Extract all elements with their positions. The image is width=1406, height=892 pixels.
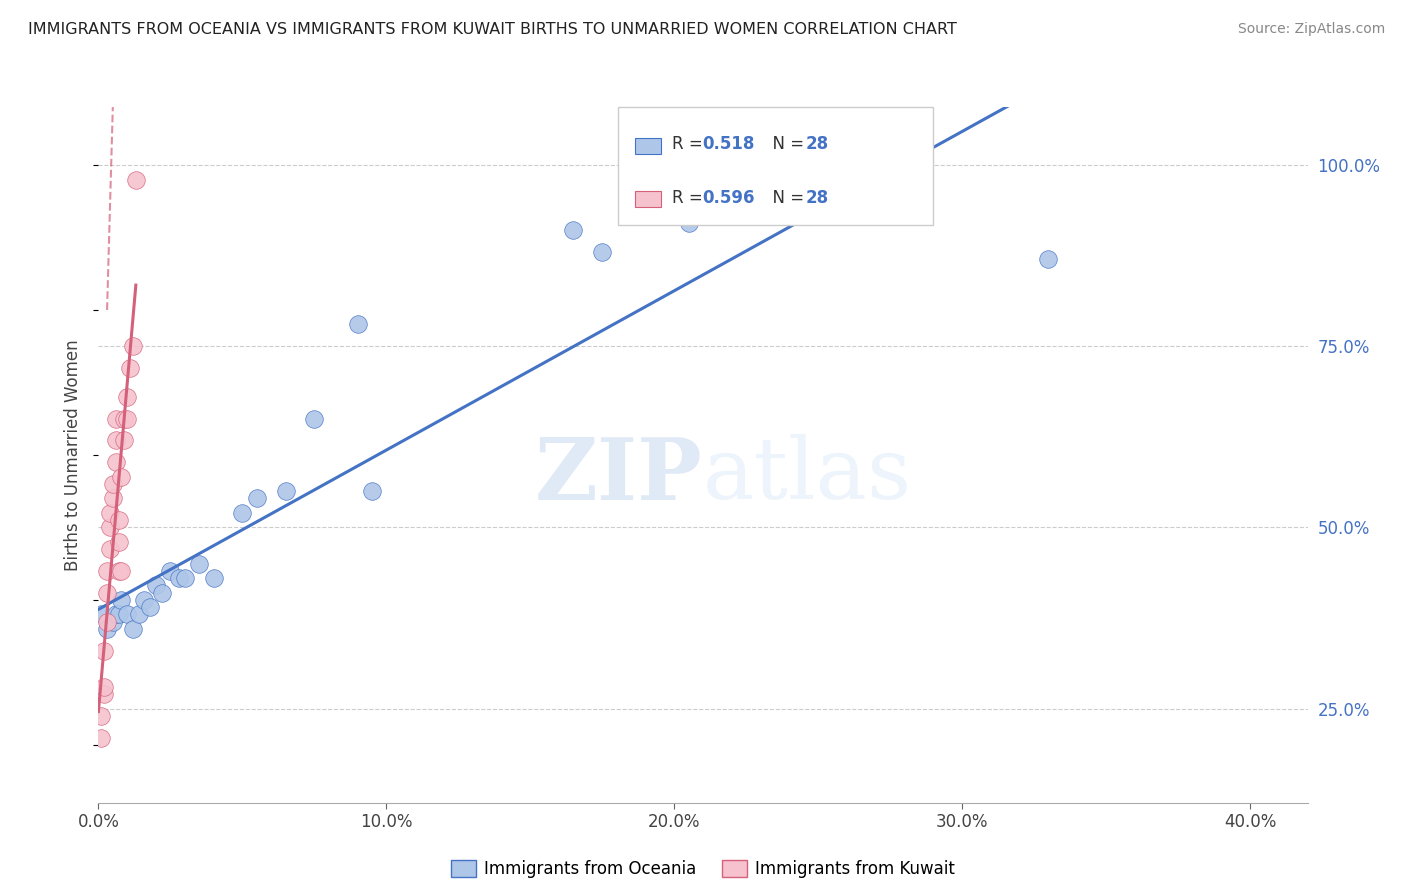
Text: N =: N = (762, 136, 808, 153)
Point (98, 542, 121, 557)
Point (107, 607, 129, 622)
Point (122, 622, 145, 636)
Point (125, 172, 148, 186)
Point (101, 491, 124, 506)
Point (104, 455, 127, 469)
Text: R =: R = (672, 136, 707, 153)
Point (188, 557, 211, 571)
Point (90, 607, 112, 622)
Text: IMMIGRANTS FROM OCEANIA VS IMMIGRANTS FROM KUWAIT BIRTHS TO UNMARRIED WOMEN CORR: IMMIGRANTS FROM OCEANIA VS IMMIGRANTS FR… (28, 22, 957, 37)
Point (101, 615, 124, 629)
Point (128, 607, 150, 622)
Point (122, 339, 145, 353)
Y-axis label: Births to Unmarried Women: Births to Unmarried Women (65, 339, 83, 571)
Point (361, 484, 384, 499)
Point (120, 361, 142, 376)
Text: N =: N = (762, 188, 808, 207)
Point (101, 476, 124, 491)
Text: Source: ZipAtlas.com: Source: ZipAtlas.com (1237, 22, 1385, 37)
Text: 0.518: 0.518 (703, 136, 755, 153)
Point (562, 223, 585, 237)
Point (115, 390, 138, 404)
Point (150, 585, 173, 599)
Point (90, 708, 112, 723)
Point (93, 643, 115, 657)
Point (107, 513, 129, 527)
Text: 28: 28 (806, 136, 828, 153)
Point (93, 687, 115, 701)
Point (104, 411, 127, 425)
Point (96, 615, 118, 629)
Point (96, 585, 118, 599)
Text: R =: R = (672, 188, 707, 207)
Point (1038, 252, 1060, 267)
Point (110, 469, 132, 483)
Point (134, 592, 156, 607)
Point (96, 564, 118, 578)
Point (346, 318, 368, 332)
Point (274, 484, 297, 499)
Text: 0.596: 0.596 (703, 188, 755, 207)
Point (139, 600, 162, 615)
Point (93, 680, 115, 694)
Text: ZIP: ZIP (536, 434, 703, 517)
Point (112, 434, 135, 448)
Text: 28: 28 (806, 188, 828, 207)
Point (107, 535, 129, 549)
Point (98, 506, 121, 520)
Point (202, 571, 225, 585)
Point (304, 411, 326, 425)
Point (159, 564, 181, 578)
Point (173, 571, 195, 585)
Point (145, 578, 167, 592)
Point (110, 564, 132, 578)
Point (591, 245, 613, 260)
Point (115, 411, 138, 425)
Point (90, 731, 112, 745)
Point (104, 607, 127, 622)
Point (246, 491, 269, 506)
Text: atlas: atlas (703, 434, 912, 517)
Point (112, 411, 135, 425)
Point (107, 564, 129, 578)
Point (98, 520, 121, 534)
Point (96, 622, 118, 636)
Legend: Immigrants from Oceania, Immigrants from Kuwait: Immigrants from Oceania, Immigrants from… (444, 854, 962, 885)
Point (110, 592, 132, 607)
Point (167, 571, 190, 585)
Point (678, 216, 700, 230)
Point (231, 506, 253, 520)
Point (115, 607, 138, 622)
Point (104, 434, 127, 448)
